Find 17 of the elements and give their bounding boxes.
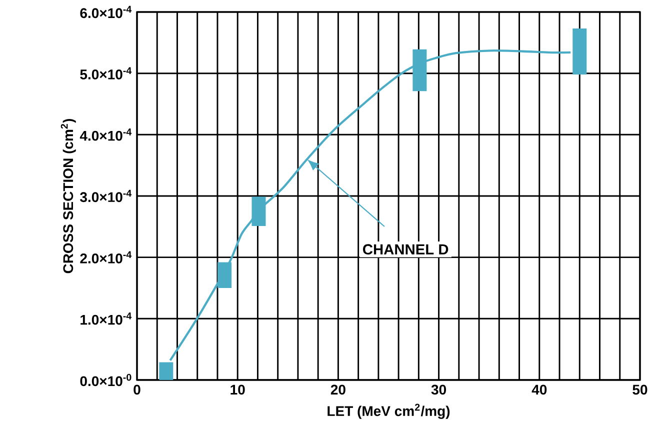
x-tick-label: 30 — [431, 384, 446, 395]
y-tick-label: 0.0×10$^{-0}$ — [80, 374, 132, 386]
y-tick-label: 6.0×10$^{-4}$ — [80, 6, 132, 18]
y-tick-label: 1.0×10$^{-4}$ — [80, 312, 132, 325]
x-axis-title: LET (MeV cm$^{2}$/mg) — [328, 404, 450, 419]
x-tick-label: 10 — [230, 384, 245, 395]
annotation: CHANNEL D — [363, 244, 448, 255]
x-tick-label: 0 — [134, 384, 140, 395]
y-tick-label: 5.0×10$^{-4}$ — [80, 67, 132, 80]
y-axis-title: CROSS SECTION (cm$^{2}$) — [60, 118, 76, 274]
y-tick-label: 3.0×10$^{-4}$ — [80, 190, 132, 202]
x-tick-label: 40 — [532, 384, 547, 395]
x-tick-label: 20 — [330, 384, 346, 395]
x-tick-label: 50 — [632, 384, 648, 395]
y-tick-label: 2.0×10$^{-4}$ — [80, 251, 132, 264]
bar — [572, 28, 587, 75]
y-tick-label: 4.0×10$^{-4}$ — [80, 128, 132, 141]
